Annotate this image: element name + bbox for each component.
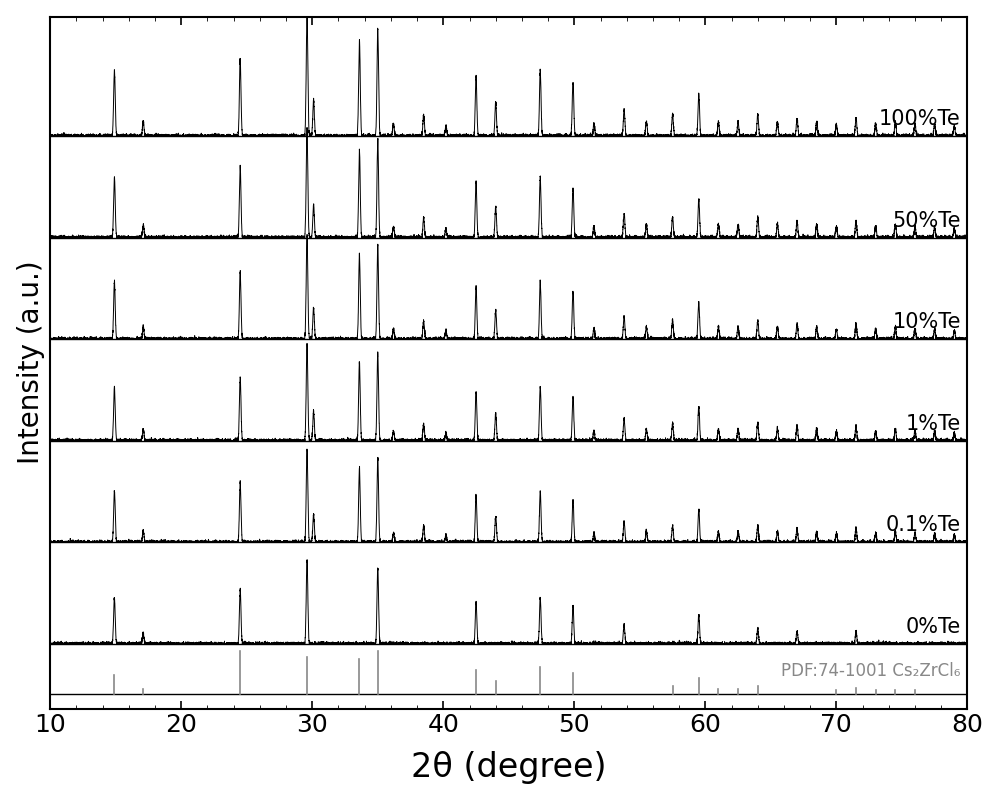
Y-axis label: Intensity (a.u.): Intensity (a.u.) [17,261,45,465]
Text: 0%Te: 0%Te [906,617,961,637]
Text: 10%Te: 10%Te [892,312,961,332]
Text: 50%Te: 50%Te [892,211,961,231]
Text: 0.1%Te: 0.1%Te [886,515,961,535]
Text: 100%Te: 100%Te [879,109,961,129]
Text: PDF:74-1001 Cs₂ZrCl₆: PDF:74-1001 Cs₂ZrCl₆ [781,662,961,680]
X-axis label: 2θ (degree): 2θ (degree) [411,751,607,784]
Text: 1%Te: 1%Te [906,414,961,433]
